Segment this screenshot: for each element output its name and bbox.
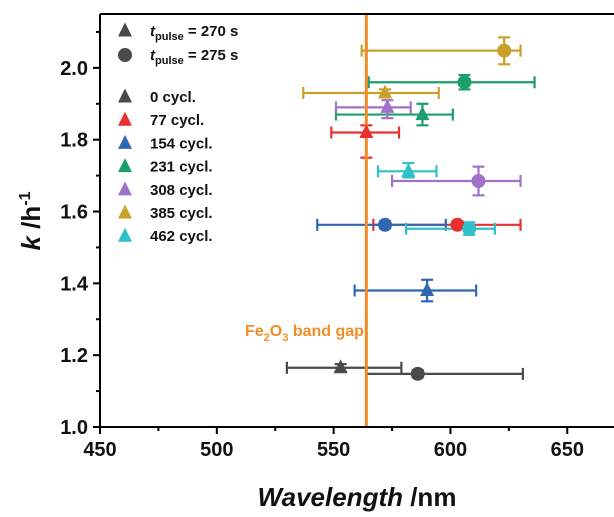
band-gap-marker: Fe2O3 band gap xyxy=(245,14,368,427)
series-1-point-0-marker xyxy=(359,124,374,139)
y-axis-title-unit: /h xyxy=(16,206,46,236)
series-5-point-1-marker xyxy=(497,43,512,58)
legend-series-0-label: 0 cycl. xyxy=(150,89,196,106)
y-tick-label-5: 2.0 xyxy=(60,58,88,80)
y-axis-title: k /h-1 xyxy=(16,191,46,250)
legend-marker-type-0-symbol xyxy=(118,22,132,37)
legend-series-4-symbol xyxy=(118,181,132,196)
legend-marker-type-0-sub: pulse xyxy=(155,31,184,43)
band-gap-label-rest: band gap xyxy=(288,323,364,340)
series-3-point-0-marker xyxy=(415,106,430,121)
y-tick-label-4: 1.8 xyxy=(60,130,88,152)
band-gap-label-sub1: 2 xyxy=(264,332,270,344)
x-tick-label-0: 450 xyxy=(83,439,116,461)
series-2-point-1-marker xyxy=(378,217,393,232)
axes: 450 500 550 600 650 1.0 1.2 1.4 1.6 1.8 2.0 Wavelen… xyxy=(16,13,614,512)
legend-marker-type-1-symbol xyxy=(118,48,132,62)
y-tick-label-0: 1.0 xyxy=(60,417,88,439)
legend-marker-type-1-sub: pulse xyxy=(155,55,184,67)
legend-marker-type-0-t: t xyxy=(150,23,156,40)
band-gap-label-o: O xyxy=(270,323,282,340)
legend-series-0-symbol xyxy=(118,88,132,103)
legend-marker-type-0-label: tpulse = 270 s xyxy=(150,23,238,43)
band-gap-label: Fe2O3 band gap xyxy=(245,323,364,344)
series-6-point-0-marker xyxy=(401,162,416,177)
x-tick-label-2: 550 xyxy=(317,439,350,461)
legend-series-1-label: 77 cycl. xyxy=(150,112,204,129)
x-tick-label-3: 600 xyxy=(434,439,467,461)
series-0-point-0-marker xyxy=(333,359,348,374)
series-4-point-0-marker xyxy=(380,98,395,113)
legend-series-3-symbol xyxy=(118,158,132,173)
y-tick-label-2: 1.4 xyxy=(60,273,89,295)
x-tick-label-1: 500 xyxy=(200,439,233,461)
series-2-point-0-marker xyxy=(420,282,435,297)
series-0-point-1-marker xyxy=(410,366,425,381)
y-axis-title-main: k xyxy=(16,235,46,251)
legend-series-5-label: 385 cycl. xyxy=(150,205,213,222)
x-axis-title-unit: /nm xyxy=(403,482,456,512)
series-3-point-1-marker xyxy=(457,75,472,90)
x-tick-label-4: 650 xyxy=(551,439,584,461)
band-gap-label-fe: Fe xyxy=(245,323,264,340)
legend-series-2-symbol xyxy=(118,134,132,149)
legend-marker-type-1-value: = 275 s xyxy=(184,47,239,64)
series-6-point-1-marker xyxy=(462,221,477,236)
x-axis-title-main: Wavelength xyxy=(258,482,403,512)
y-axis-title-sup: -1 xyxy=(17,191,34,205)
series-5-point-0-marker xyxy=(378,84,393,99)
legend-marker-type-0-value: = 270 s xyxy=(184,23,239,40)
x-axis-title: Wavelength /nm xyxy=(258,482,457,512)
legend-marker-type-1-t: t xyxy=(150,47,156,64)
legend-series-4-label: 308 cycl. xyxy=(150,182,213,199)
legend-series-1-symbol xyxy=(118,111,132,126)
legend-series-6-symbol xyxy=(118,227,132,242)
series-1-point-1-marker xyxy=(450,217,465,232)
y-tick-label-1: 1.2 xyxy=(60,345,88,367)
legend-marker-type-1-label: tpulse = 275 s xyxy=(150,47,238,67)
legend-series-6-label: 462 cycl. xyxy=(150,228,213,245)
band-gap-label-sub2: 3 xyxy=(282,332,288,344)
series-4-point-1-marker xyxy=(471,173,486,188)
data-markers xyxy=(333,43,512,381)
legend-series-2-label: 154 cycl. xyxy=(150,135,213,152)
legend-series-5-symbol xyxy=(118,204,132,219)
y-tick-label-3: 1.6 xyxy=(60,202,88,224)
legend-series-3-label: 231 cycl. xyxy=(150,159,213,176)
